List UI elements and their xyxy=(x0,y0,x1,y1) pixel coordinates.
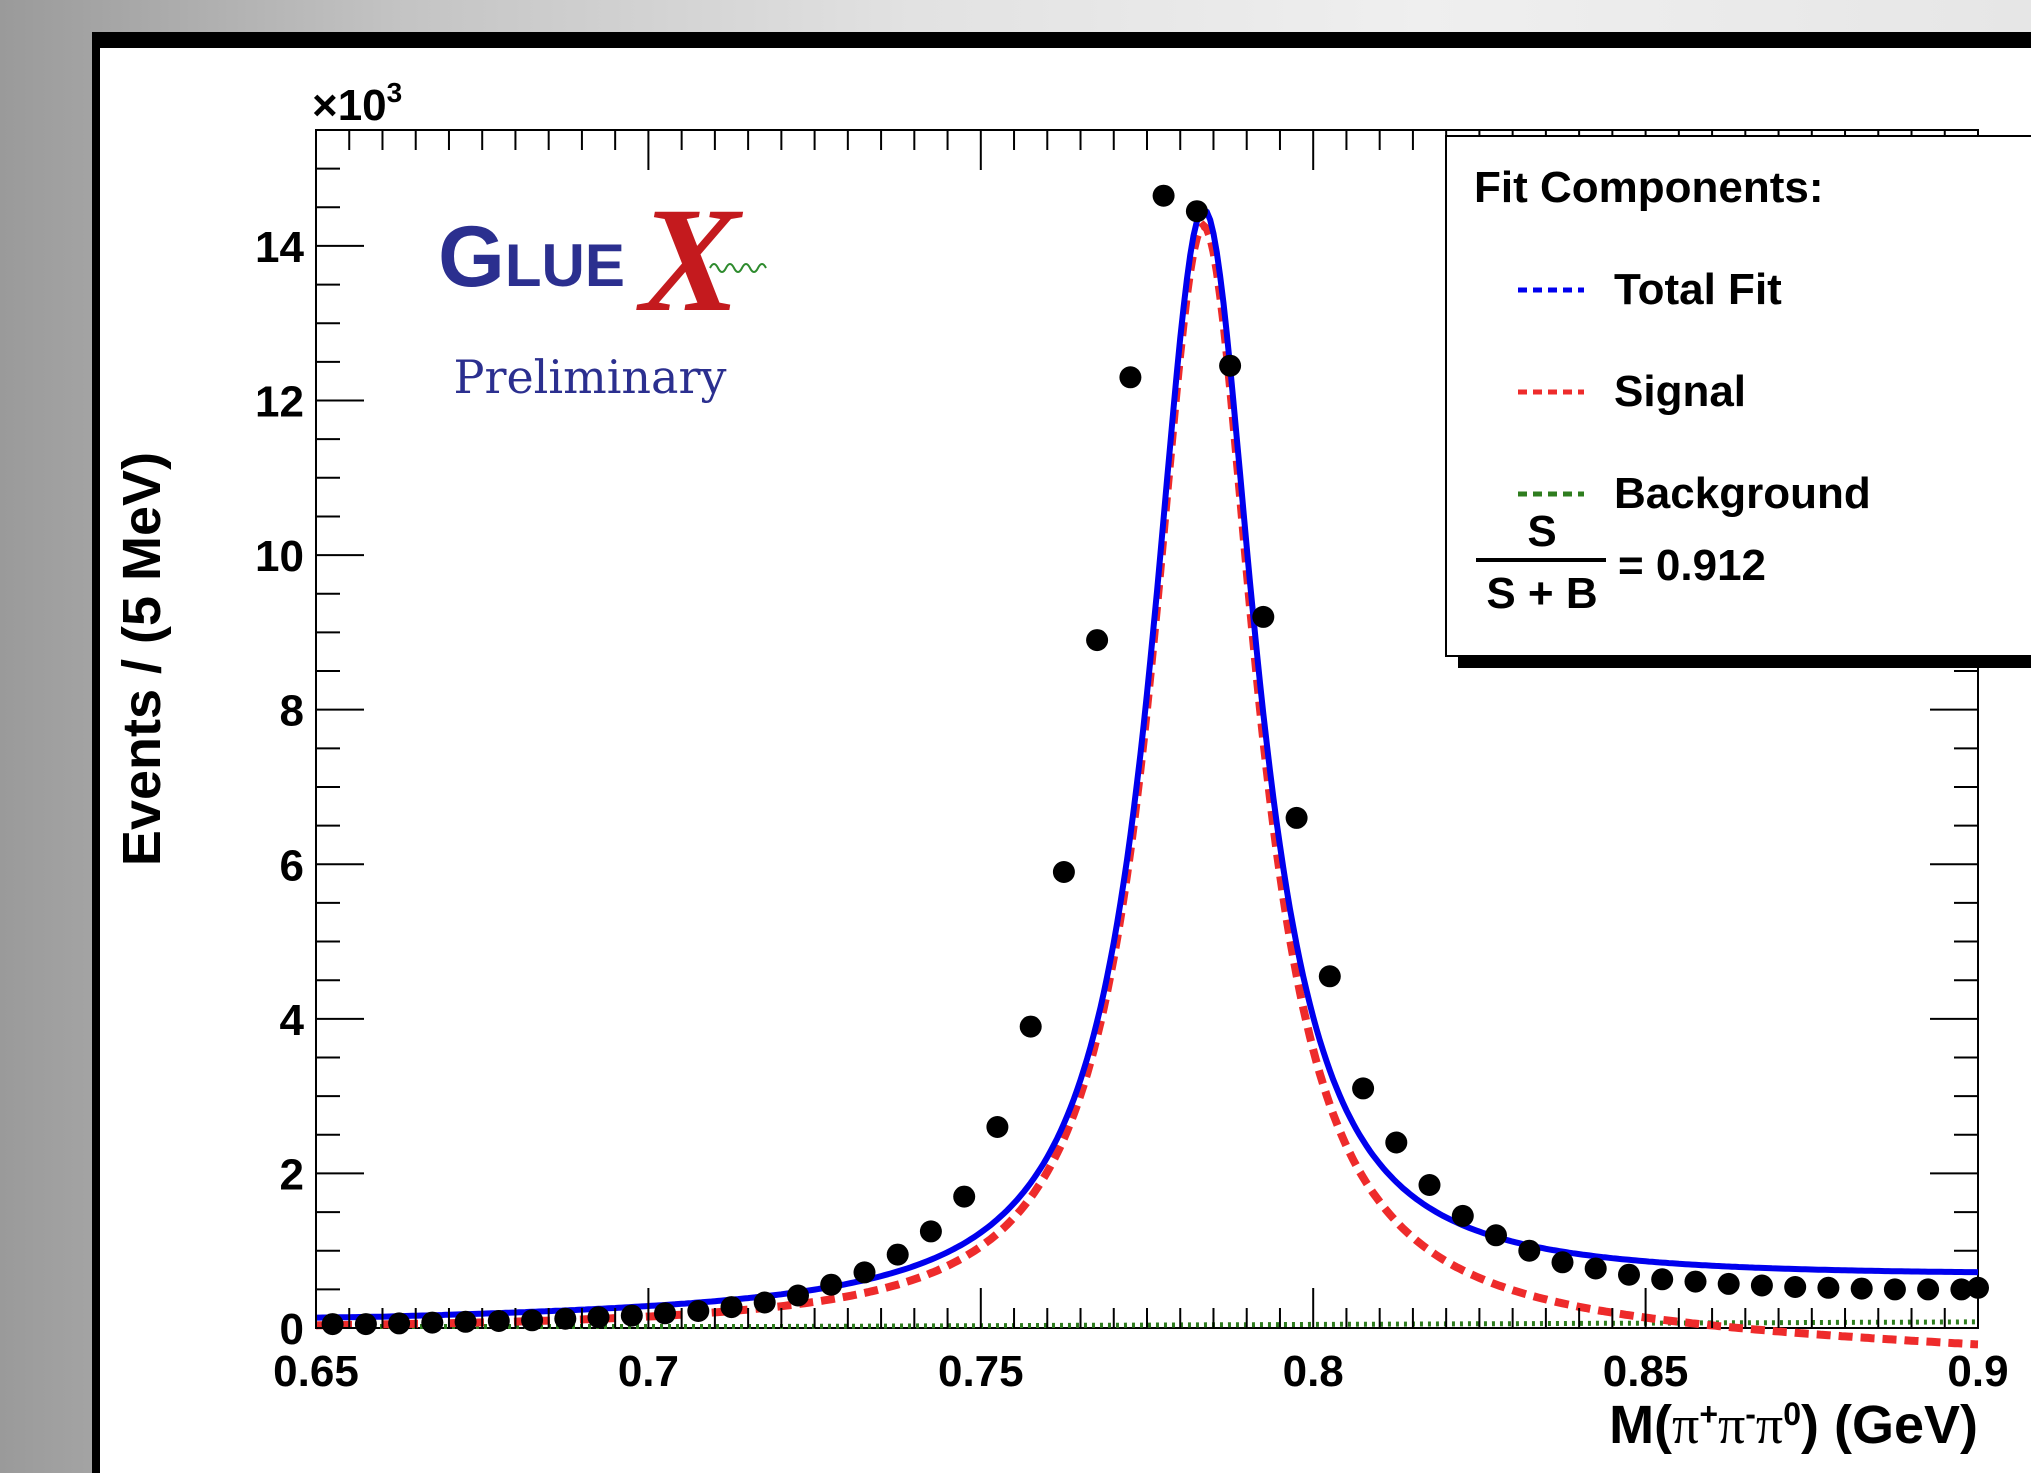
x-axis-label-part: π xyxy=(1718,1395,1745,1455)
x-tick-label: 0.7 xyxy=(618,1347,679,1396)
x-axis-label-part: π xyxy=(1672,1395,1699,1455)
data-point xyxy=(554,1307,577,1330)
data-point xyxy=(1817,1276,1840,1299)
data-point xyxy=(853,1261,876,1284)
y-tick-label: 6 xyxy=(280,841,304,890)
x-tick-label: 0.8 xyxy=(1283,1347,1344,1396)
data-point xyxy=(1152,184,1175,207)
data-point xyxy=(388,1312,411,1335)
data-point xyxy=(1385,1131,1408,1154)
data-point xyxy=(1219,354,1242,377)
y-tick-label: 14 xyxy=(255,223,304,272)
x-axis-label-part: π xyxy=(1756,1395,1783,1455)
x-tick-label: 0.85 xyxy=(1603,1347,1689,1396)
data-point xyxy=(1883,1278,1906,1301)
data-point xyxy=(1485,1224,1507,1247)
data-point xyxy=(1850,1277,1873,1300)
data-point xyxy=(1052,861,1075,883)
data-point xyxy=(1651,1268,1674,1291)
data-point xyxy=(1352,1077,1375,1100)
data-point xyxy=(1917,1278,1940,1301)
data-point xyxy=(720,1296,743,1319)
data-point xyxy=(1185,200,1208,223)
data-points xyxy=(321,184,1989,1336)
x-tick-label: 0.9 xyxy=(1947,1347,2008,1396)
data-point xyxy=(421,1311,444,1334)
legend-label: Total Fit xyxy=(1614,265,1782,314)
logo-letters-lue: LUE xyxy=(505,232,625,299)
ratio-numerator: S xyxy=(1527,507,1556,556)
data-point xyxy=(1518,1239,1541,1262)
x-axis-label-part: M( xyxy=(1609,1395,1672,1455)
data-point xyxy=(886,1243,909,1266)
data-point xyxy=(787,1284,809,1307)
data-point xyxy=(321,1313,344,1336)
legend-label: Background xyxy=(1614,469,1871,518)
data-point xyxy=(454,1310,477,1333)
legend-box xyxy=(1445,135,2031,657)
legend-label: Signal xyxy=(1614,367,1746,416)
data-point xyxy=(687,1300,710,1322)
data-point xyxy=(1750,1274,1773,1297)
data-point xyxy=(1717,1272,1740,1295)
data-point xyxy=(820,1273,843,1296)
data-point xyxy=(587,1306,610,1329)
data-point xyxy=(1967,1276,1989,1299)
data-point xyxy=(753,1291,776,1314)
y-tick-label: 8 xyxy=(280,687,304,736)
y-axis-label: Events / (5 MeV) xyxy=(112,452,172,866)
data-point xyxy=(1784,1276,1807,1298)
gluex-logo: GLUE X Preliminary xyxy=(438,177,767,404)
plot-canvas: 0 2 4 6 8 10 12 14 0.65 0.7 0.75 0.8 0.85 0.9 ×103 Even… xyxy=(100,48,2031,1473)
axes: 0 2 4 6 8 10 12 14 0.65 0.7 0.75 0.8 0.85 0.9 ×103 Even… xyxy=(112,77,2009,1455)
x-axis-label-part: + xyxy=(1699,1396,1718,1432)
y-tick-label: 2 xyxy=(280,1150,304,1199)
legend: Fit Components: Total Fit Signal Background… xyxy=(1445,135,2031,668)
data-point xyxy=(1684,1270,1707,1293)
data-point xyxy=(654,1302,676,1325)
data-point xyxy=(354,1313,377,1336)
legend-header: Fit Components: xyxy=(1474,163,1824,212)
data-point xyxy=(1252,605,1275,628)
data-point xyxy=(1285,806,1308,829)
y-tick-label: 0 xyxy=(280,1305,304,1354)
data-point xyxy=(487,1310,510,1332)
y-tick-label: 10 xyxy=(255,532,304,581)
data-point xyxy=(1119,366,1142,389)
logo-text: GLUE xyxy=(438,209,625,305)
data-point xyxy=(1318,965,1341,988)
x-tick-label: 0.65 xyxy=(273,1347,359,1396)
data-point xyxy=(1019,1015,1042,1038)
x-tick-label: 0.75 xyxy=(938,1347,1024,1396)
data-point xyxy=(521,1309,544,1332)
data-point xyxy=(1618,1263,1640,1286)
y-multiplier-exponent: 3 xyxy=(387,77,403,108)
ratio-value: = 0.912 xyxy=(1618,541,1766,590)
data-point xyxy=(620,1304,643,1327)
photon-wave-icon xyxy=(709,263,767,273)
chart-svg: 0 2 4 6 8 10 12 14 0.65 0.7 0.75 0.8 0.85 0.9 ×103 Even… xyxy=(112,77,2031,1455)
background-curve xyxy=(316,1319,1978,1329)
data-point xyxy=(986,1116,1009,1138)
x-axis-label-part: 0 xyxy=(1783,1396,1801,1432)
ratio-denominator: S + B xyxy=(1486,569,1597,618)
y-tick-label: 12 xyxy=(255,378,304,427)
data-point xyxy=(1418,1174,1441,1196)
logo-letter-g: G xyxy=(438,209,505,305)
logo-x-letter: X xyxy=(636,177,744,343)
x-axis-label-part: ) (GeV) xyxy=(1801,1395,1978,1455)
data-point xyxy=(1451,1204,1474,1227)
logo-subtitle: Preliminary xyxy=(454,350,727,404)
y-tick-label: 4 xyxy=(280,996,305,1045)
data-point xyxy=(1086,629,1109,652)
x-axis-label: M(π+π-π0) (GeV) xyxy=(1609,1395,1978,1455)
data-point xyxy=(919,1220,942,1243)
x-axis-label-part: - xyxy=(1745,1396,1756,1432)
data-point xyxy=(1551,1251,1574,1274)
y-multiplier: ×103 xyxy=(312,77,402,130)
data-point xyxy=(1584,1257,1607,1280)
data-point xyxy=(953,1185,976,1208)
